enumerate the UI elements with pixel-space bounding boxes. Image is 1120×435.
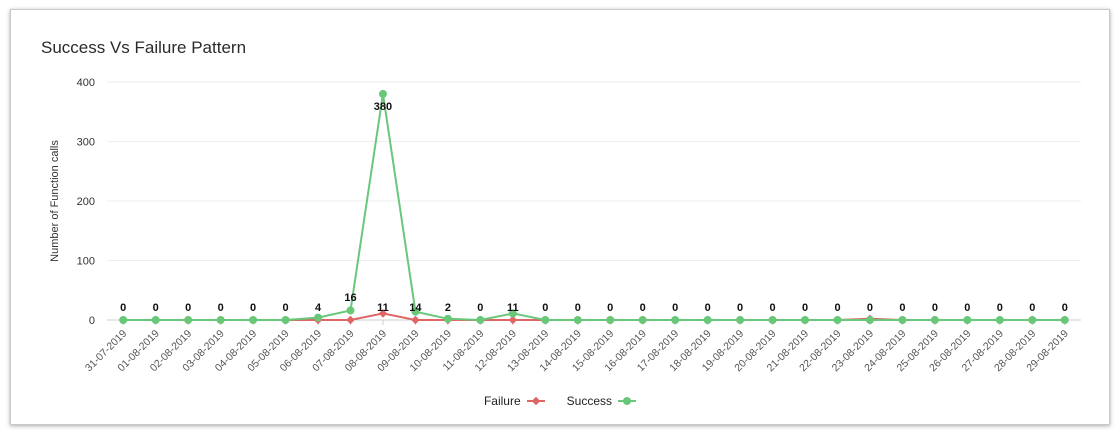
data-point-success: [963, 316, 972, 324]
data-label: 0: [737, 302, 743, 314]
data-point-success: [930, 316, 939, 324]
data-label: 14: [409, 302, 422, 314]
data-label: 4: [315, 302, 322, 314]
data-point-success: [314, 313, 323, 322]
data-label: 0: [964, 302, 970, 314]
data-point-success: [508, 309, 517, 318]
data-point-success: [768, 316, 777, 324]
data-label: 0: [575, 302, 581, 314]
data-point-success: [801, 316, 810, 324]
data-point-success: [1060, 316, 1069, 324]
y-tick-label: 300: [77, 137, 95, 149]
legend-item-failure[interactable]: Failure: [484, 394, 545, 408]
data-label: 0: [867, 302, 873, 314]
data-label: 0: [250, 302, 256, 314]
data-point-success: [249, 316, 258, 324]
legend-marker-failure: [526, 396, 545, 406]
data-label: 0: [834, 302, 840, 314]
legend-item-success[interactable]: Success: [566, 394, 637, 408]
data-label: 2: [445, 302, 451, 314]
data-point-success: [184, 316, 193, 324]
data-point-success: [443, 314, 452, 323]
data-point-success: [703, 316, 712, 324]
data-point-success: [833, 316, 842, 324]
data-label: 0: [153, 302, 159, 314]
data-point-success: [541, 316, 550, 324]
data-point-success: [606, 316, 615, 324]
data-point-failure: [508, 315, 518, 325]
data-label: 0: [1029, 302, 1035, 314]
data-label: 0: [932, 302, 938, 314]
data-label: 0: [802, 302, 808, 314]
legend-marker-success: [618, 396, 637, 406]
legend-label-failure: Failure: [483, 394, 521, 408]
data-label: 0: [283, 302, 289, 314]
data-label: 11: [377, 302, 389, 314]
data-point-success: [476, 316, 485, 324]
series-line-success: [123, 93, 1065, 322]
y-tick-label: 0: [89, 315, 95, 327]
data-label: 0: [218, 302, 224, 314]
y-tick-label: 400: [77, 77, 95, 89]
data-point-success: [151, 316, 160, 324]
chart-panel: Success Vs Failure Pattern 0 100 200 300 400…: [10, 9, 1110, 425]
data-point-success: [671, 316, 680, 324]
y-tick-label: 100: [77, 256, 95, 268]
data-point-success: [281, 316, 290, 324]
data-point-success: [411, 307, 420, 316]
chart-title: Success Vs Failure Pattern: [41, 38, 247, 57]
peak-data-label: 380: [374, 101, 392, 113]
data-point-success: [898, 316, 907, 324]
data-point-success: [865, 316, 874, 324]
data-label: 0: [770, 302, 776, 314]
data-label: 0: [899, 302, 905, 314]
data-point-success: [1028, 316, 1037, 324]
data-label: 0: [607, 302, 613, 314]
data-point-success: [119, 316, 128, 324]
data-point-success: [378, 89, 387, 98]
data-point-failure: [378, 309, 388, 318]
data-label: 0: [120, 302, 126, 314]
data-point-failure: [411, 315, 420, 325]
data-label: 0: [997, 302, 1003, 314]
y-tick-label: 200: [77, 196, 95, 208]
data-label: 0: [640, 302, 646, 314]
data-label: 0: [185, 302, 191, 314]
data-point-success: [573, 316, 582, 324]
data-point-success: [736, 316, 745, 324]
data-point-success: [216, 316, 225, 324]
data-label: 11: [507, 302, 519, 314]
data-label: 0: [477, 302, 483, 314]
data-point-failure: [346, 315, 355, 325]
legend-label-success: Success: [566, 394, 613, 408]
data-label: 0: [705, 302, 711, 314]
data-point-success: [346, 306, 355, 315]
y-axis-label: Number of Function calls: [49, 140, 61, 262]
data-label: 16: [344, 292, 356, 304]
data-point-success: [638, 316, 647, 324]
data-label: 0: [1062, 302, 1068, 314]
data-point-success: [995, 316, 1004, 324]
chart-legend: Failure Success: [11, 394, 1109, 408]
data-label: 0: [542, 302, 548, 314]
data-label: 0: [672, 302, 678, 314]
